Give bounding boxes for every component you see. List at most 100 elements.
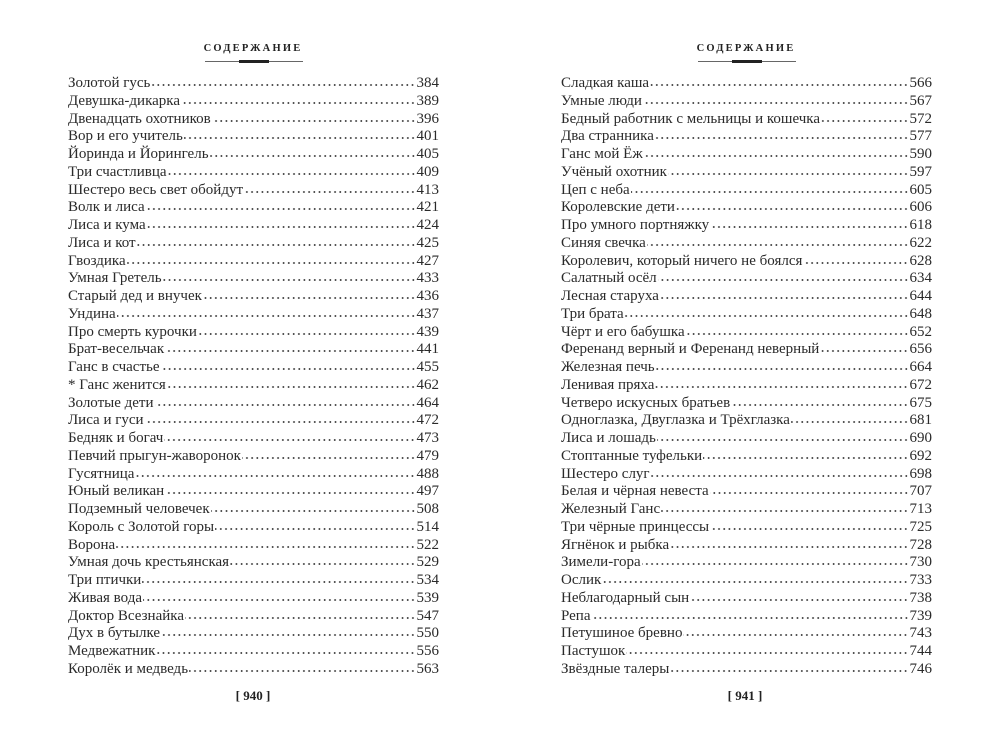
dot-leader bbox=[142, 580, 416, 584]
entry-title: Ворона bbox=[68, 536, 116, 553]
entry-page-number: 409 bbox=[416, 163, 440, 180]
toc-entry: Золотой гусь 384 bbox=[68, 75, 439, 93]
entry-title: Доктор Всезнайка bbox=[68, 607, 184, 624]
running-head: СОДЕРЖАНИЕ bbox=[696, 43, 796, 54]
entry-title: Брат-весельчак bbox=[68, 341, 165, 358]
entry-page-number: 405 bbox=[416, 146, 440, 162]
entry-title: Бедняк и богач bbox=[68, 430, 164, 446]
toc-entry: Лесная старуха 644 bbox=[561, 288, 932, 306]
entry-page-number: 597 bbox=[909, 163, 933, 180]
dot-leader bbox=[151, 83, 416, 87]
entry-title: Стоптанные туфельки bbox=[561, 447, 703, 464]
dot-leader bbox=[624, 313, 909, 318]
entry-title: Три чёрные принцессы bbox=[561, 518, 710, 535]
entry-title: Ганс в счастье bbox=[68, 359, 160, 375]
dot-leader bbox=[241, 455, 416, 460]
dot-leader bbox=[167, 171, 416, 176]
entry-page-number: 455 bbox=[416, 359, 440, 375]
dot-leader bbox=[731, 402, 909, 407]
dot-leader bbox=[145, 207, 416, 212]
entry-title: Три брата bbox=[561, 305, 624, 322]
entry-page-number: 436 bbox=[416, 288, 440, 304]
entry-page-number: 733 bbox=[909, 572, 933, 588]
dot-leader bbox=[641, 562, 909, 567]
dot-leader bbox=[646, 242, 909, 247]
dot-leader bbox=[709, 491, 909, 496]
entry-title: Лиса и лошадь bbox=[561, 430, 656, 446]
entry-page-number: 605 bbox=[909, 181, 933, 198]
entry-page-number: 508 bbox=[416, 501, 440, 517]
entry-title: Ганс мой Ёж bbox=[561, 146, 643, 162]
toc-entry: Двенадцать охотников 396 bbox=[68, 111, 439, 129]
dot-leader bbox=[230, 562, 416, 567]
dot-leader bbox=[165, 491, 416, 496]
entry-title: Вор и его учитель bbox=[68, 128, 183, 145]
dot-leader bbox=[591, 615, 909, 620]
entry-title: Лесная старуха bbox=[561, 288, 659, 304]
entry-page-number: 622 bbox=[909, 234, 933, 251]
dot-leader bbox=[670, 544, 909, 549]
entry-page-number: 462 bbox=[416, 376, 440, 393]
toc-entry: Стоптанные туфельки 692 bbox=[561, 448, 932, 466]
entry-title: Ленивая пряха bbox=[561, 376, 655, 393]
entry-page-number: 439 bbox=[416, 323, 440, 340]
entry-page-number: 389 bbox=[416, 92, 440, 109]
dot-leader bbox=[156, 651, 416, 655]
entry-title: Живая вода bbox=[68, 589, 142, 606]
entry-page-number: 728 bbox=[909, 536, 933, 553]
toc-entry: Брат-весельчак 441 bbox=[68, 341, 439, 359]
entry-page-number: 692 bbox=[909, 447, 933, 464]
entry-title: Неблагодарный сын bbox=[561, 589, 690, 606]
entry-page-number: 681 bbox=[909, 412, 933, 429]
entry-title: Белая и чёрная невеста bbox=[561, 483, 709, 500]
entry-page-number: 738 bbox=[909, 589, 933, 606]
entry-title: Три птички bbox=[68, 572, 142, 588]
dot-leader bbox=[661, 509, 909, 513]
toc-entry: Зимели-гора 730 bbox=[561, 554, 932, 572]
entry-page-number: 529 bbox=[416, 554, 440, 571]
entry-title: Лиса и кума bbox=[68, 217, 146, 233]
toc-entry: Три счастливца 409 bbox=[68, 164, 439, 182]
toc-entry: Три брата 648 bbox=[561, 306, 932, 324]
entry-page-number: 572 bbox=[909, 110, 933, 127]
dot-leader bbox=[116, 313, 416, 318]
dot-leader bbox=[160, 367, 416, 371]
entry-page-number: 739 bbox=[909, 607, 933, 624]
entry-title: Подземный человечек bbox=[68, 501, 210, 517]
toc-entry: Ганс мой Ёж 590 bbox=[561, 146, 932, 164]
entry-page-number: 401 bbox=[416, 128, 440, 145]
toc-entry: Дух в бутылке 550 bbox=[68, 625, 439, 643]
entry-page-number: 567 bbox=[909, 92, 933, 109]
dot-leader bbox=[683, 633, 909, 638]
entry-page-number: 472 bbox=[416, 412, 440, 429]
entry-page-number: 725 bbox=[909, 518, 933, 535]
entry-page-number: 566 bbox=[909, 75, 933, 91]
toc-entry: Ягнёнок и рыбка 728 bbox=[561, 537, 932, 555]
toc-entry: Шестеро слуг 698 bbox=[561, 466, 932, 484]
page-number: [ 940 ] bbox=[235, 688, 271, 703]
toc-entry: Пастушок 744 bbox=[561, 643, 932, 661]
right-page: СОДЕРЖАНИЕ Сладкая каша 566 Умные люди 567 Б… bbox=[500, 0, 1000, 750]
entry-title: Цеп с неба bbox=[561, 181, 630, 198]
table-of-contents: Золотой гусь 384 Девушка-дикарка 389 Двенадц… bbox=[68, 75, 439, 679]
dot-leader bbox=[803, 260, 909, 265]
entry-page-number: 606 bbox=[909, 199, 933, 216]
entry-title: Два странника bbox=[561, 128, 654, 145]
dot-leader bbox=[244, 189, 416, 194]
toc-entry: Ундина 437 bbox=[68, 306, 439, 324]
entry-page-number: 730 bbox=[909, 554, 933, 571]
dot-leader bbox=[655, 367, 909, 371]
dot-leader bbox=[675, 207, 909, 212]
entry-page-number: 547 bbox=[416, 607, 440, 624]
toc-entry: Синяя свечка 622 bbox=[561, 235, 932, 253]
entry-title: Зимели-гора bbox=[561, 554, 641, 571]
dot-leader bbox=[162, 278, 416, 283]
entry-title: Ягнёнок и рыбка bbox=[561, 536, 670, 553]
entry-page-number: 437 bbox=[416, 305, 440, 322]
toc-entry: Ворона 522 bbox=[68, 537, 439, 555]
toc-entry: Белая и чёрная невеста 707 bbox=[561, 483, 932, 501]
entry-title: Гвоздика bbox=[68, 252, 126, 269]
toc-entry: Умная дочь крестьянская 529 bbox=[68, 554, 439, 572]
toc-entry: Четверо искусных братьев 675 bbox=[561, 395, 932, 413]
entry-page-number: 396 bbox=[416, 110, 440, 127]
